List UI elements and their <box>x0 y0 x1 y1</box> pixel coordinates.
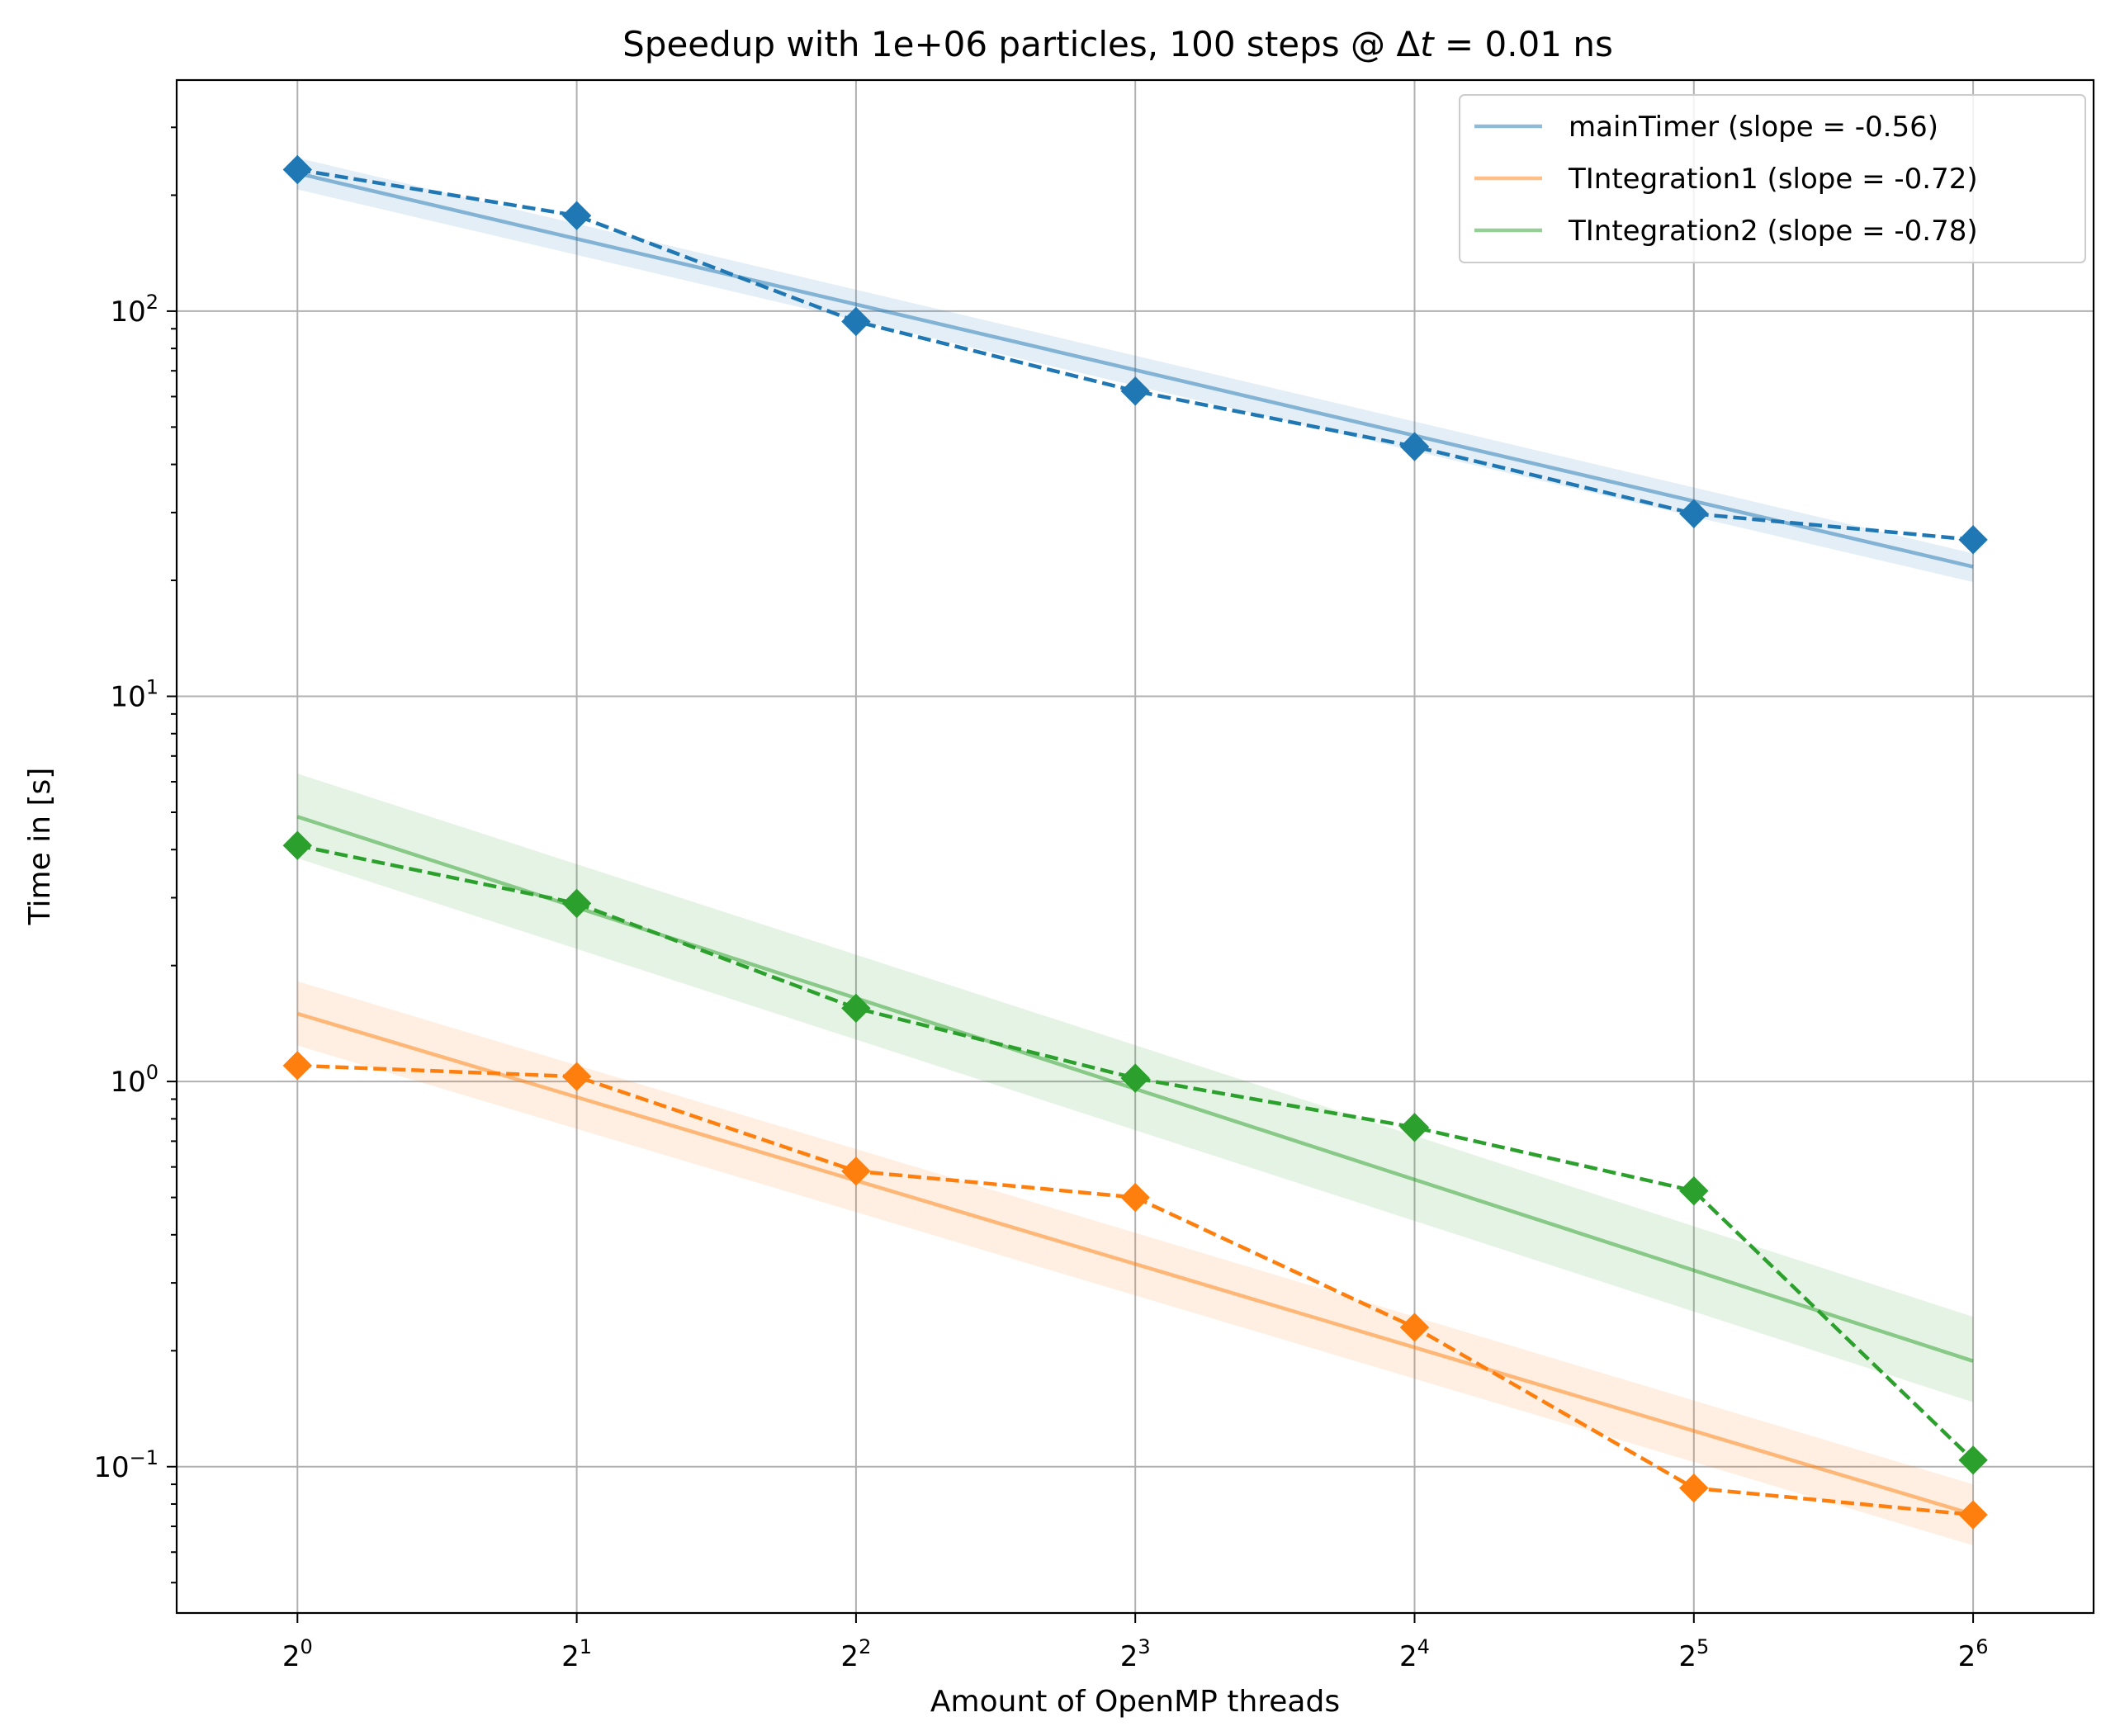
y-axis-label: Time in [s] <box>23 768 57 926</box>
legend: mainTimer (slope = -0.56) TIntegration1 (… <box>1460 95 2085 263</box>
mainTimer-legend-label: mainTimer (slope = -0.56) <box>1569 111 1938 144</box>
x-axis-label: Amount of OpenMP threads <box>930 1685 1340 1719</box>
TIntegration2-legend-label: TIntegration2 (slope = -0.78) <box>1568 215 1978 248</box>
chart-title: Speedup with 1e+06 particles, 100 steps … <box>622 24 1613 64</box>
TIntegration1-legend-label: TIntegration1 (slope = -0.72) <box>1568 163 1978 196</box>
